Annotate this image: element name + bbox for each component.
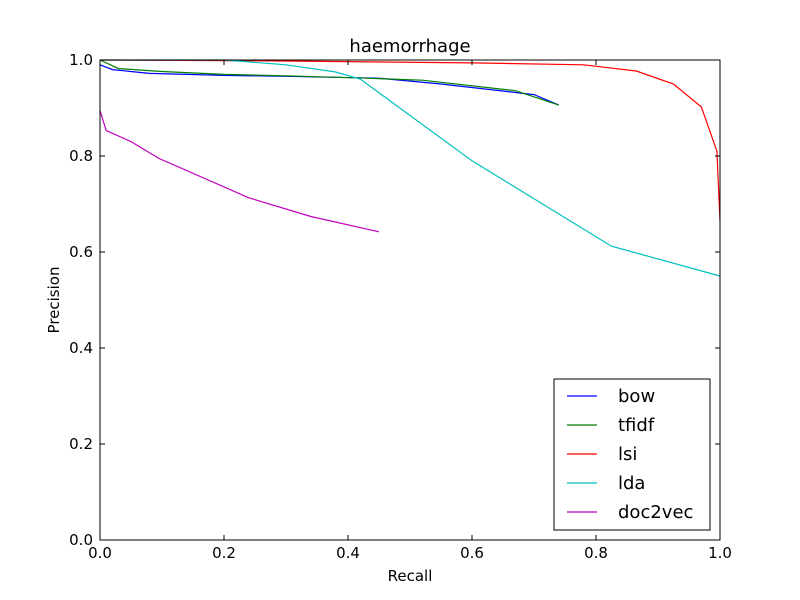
series-line-doc2vec bbox=[99, 110, 380, 233]
y-tick-label: 0.4 bbox=[69, 339, 93, 357]
x-tick-label: 0.0 bbox=[88, 544, 112, 562]
plot-frame bbox=[99, 59, 721, 541]
series-line-tfidf bbox=[99, 59, 559, 106]
legend-label-doc2vec: doc2vec bbox=[618, 502, 693, 523]
y-axis-title: Precision bbox=[45, 267, 63, 334]
plot-lines bbox=[99, 59, 721, 277]
legend: bow tfidf lsi lda doc2vec bbox=[553, 378, 711, 531]
x-tick-label: 0.6 bbox=[460, 544, 484, 562]
chart-title: haemorrhage bbox=[349, 36, 470, 57]
legend-label-tfidf: tfidf bbox=[618, 415, 655, 436]
y-tick-label: 0.8 bbox=[69, 147, 93, 165]
y-tick-label: 0.6 bbox=[69, 243, 93, 261]
axis-ticks: 0.0 0.2 0.4 0.6 0.8 1.0 0.0 0.2 0.4 0.6 0.8 1.0 bbox=[69, 51, 732, 562]
x-axis-title: Recall bbox=[388, 567, 433, 585]
legend-label-bow: bow bbox=[618, 386, 655, 407]
x-tick-label: 0.4 bbox=[336, 544, 360, 562]
legend-label-lda: lda bbox=[618, 473, 645, 494]
y-tick-label: 1.0 bbox=[69, 51, 93, 69]
x-tick-label: 0.8 bbox=[584, 544, 608, 562]
legend-label-lsi: lsi bbox=[618, 444, 637, 465]
x-tick-label: 1.0 bbox=[708, 544, 732, 562]
y-tick-label: 0.2 bbox=[69, 435, 93, 453]
series-line-lsi bbox=[99, 59, 721, 221]
y-tick-label: 0.0 bbox=[69, 531, 93, 549]
series-line-lda bbox=[100, 59, 721, 277]
x-tick-label: 0.2 bbox=[212, 544, 236, 562]
